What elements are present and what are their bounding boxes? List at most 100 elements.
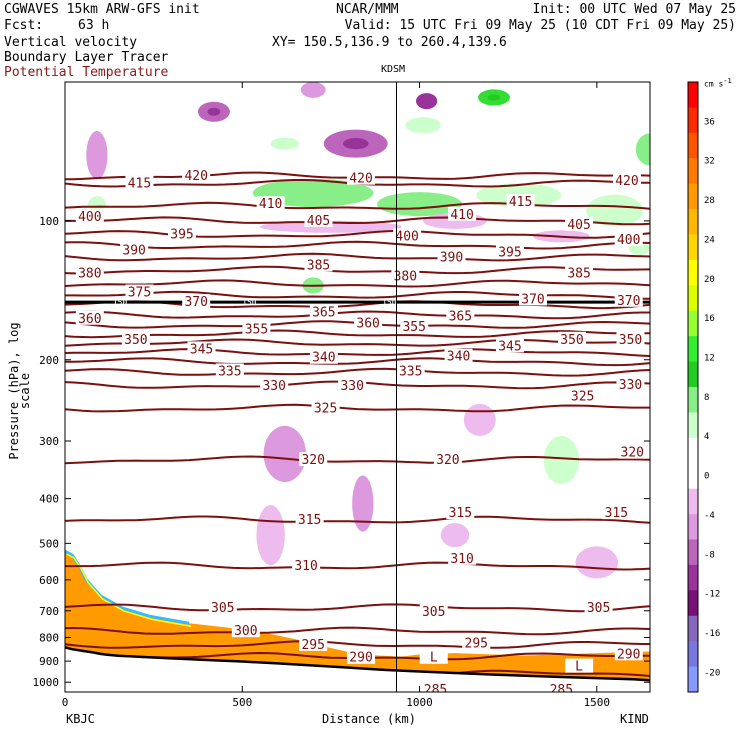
colorbar-swatch <box>688 488 698 515</box>
colorbar-swatch <box>688 514 698 540</box>
theta-label: 320 <box>621 446 644 461</box>
colorbar-swatch <box>688 234 698 261</box>
colorbar-label: 4 <box>704 432 709 442</box>
y-tick-label: 400 <box>39 493 59 506</box>
theta-label-bg <box>547 682 576 692</box>
theta-label: 400 <box>617 233 640 248</box>
theta-label: 355 <box>245 323 268 338</box>
theta-label: 325 <box>571 389 594 404</box>
theta-contour <box>65 455 650 465</box>
theta-label: 375 <box>128 286 151 301</box>
theta-label-bg <box>182 168 211 183</box>
theta-label-bg <box>519 291 547 306</box>
theta-label: 290 <box>617 647 640 662</box>
colorbar-label: -8 <box>704 550 715 560</box>
theta-label: 295 <box>301 638 324 653</box>
x-tick-label: 1500 <box>584 696 611 709</box>
contour-labels: 415 420 420 420 410 415 400 405 410 405 395 400 400 3… <box>75 168 647 698</box>
theta-label-bg <box>75 208 104 223</box>
theta-label: 410 <box>259 197 282 212</box>
theta-label: 370 <box>184 295 207 310</box>
y-tick-label: 500 <box>39 537 59 550</box>
theta-label: 320 <box>301 453 324 468</box>
theta-label-bg <box>391 268 420 283</box>
theta-label: 315 <box>449 506 472 521</box>
colorbar-swatch <box>688 310 698 337</box>
theta-label-bg <box>182 294 211 309</box>
colorbar-label: 24 <box>704 235 715 245</box>
theta-label-bg <box>444 348 473 363</box>
station-marker-label: KDSM <box>381 64 406 75</box>
theta-label: 305 <box>587 601 610 616</box>
theta-contour <box>65 603 650 613</box>
theta-contour <box>65 252 650 262</box>
theta-label: 335 <box>399 364 422 379</box>
theta-label: 285 <box>424 683 447 698</box>
theta-label-bg <box>187 341 216 356</box>
forecast-hour: 63 h <box>78 18 110 33</box>
theta-label: 300 <box>234 624 257 639</box>
theta-label-bg <box>565 658 594 673</box>
terrain-fill <box>65 647 650 692</box>
theta-label-bg <box>614 231 643 246</box>
w-region <box>256 505 285 566</box>
theta-label: 345 <box>498 339 521 354</box>
theta-label-bg <box>565 265 594 280</box>
theta-label: 325 <box>314 401 337 416</box>
y-tick-label: 800 <box>39 632 59 645</box>
y-tick-label: 900 <box>39 655 59 668</box>
theta-label-bg <box>602 505 631 520</box>
theta-label: 350 <box>124 333 147 348</box>
theta-label: 405 <box>567 218 590 233</box>
tropopause-label: 150 <box>113 298 128 307</box>
theta-label-bg <box>125 175 154 190</box>
colorbar-swatch <box>688 361 698 388</box>
theta-label: 380 <box>78 266 101 281</box>
colorbar-swatch <box>688 437 698 464</box>
theta-label: 420 <box>349 172 372 187</box>
y-tick-label: 700 <box>39 605 59 618</box>
terrain <box>65 646 650 692</box>
theta-label-bg <box>419 649 448 664</box>
theta-contour <box>65 329 650 339</box>
x-axis-title: Distance (km) <box>322 712 416 726</box>
theta-label-bg <box>396 363 425 378</box>
theta-label: 360 <box>78 312 101 327</box>
theta-label: 350 <box>560 333 583 348</box>
theta-contour <box>65 626 650 636</box>
theta-contour <box>65 515 650 524</box>
y-tick-label: 200 <box>39 354 59 367</box>
theta-label-bg <box>448 550 477 565</box>
colorbar-label: 28 <box>704 196 715 206</box>
theta-label-bg <box>231 623 260 638</box>
theta-label: 340 <box>312 351 335 366</box>
theta-contour <box>65 216 650 226</box>
theta-contour <box>65 265 650 275</box>
theta-contour <box>65 348 650 357</box>
theta-label: 400 <box>395 229 418 244</box>
colorbar-label: -20 <box>704 668 720 678</box>
theta-label: 365 <box>449 309 472 324</box>
theta-label-bg <box>614 646 643 661</box>
theta-label: 385 <box>567 266 590 281</box>
colorbar-units-exp: -1 <box>723 77 732 85</box>
theta-contour <box>65 640 650 649</box>
theta-label-bg <box>558 331 586 346</box>
theta-label: 370 <box>521 292 544 307</box>
theta-contour <box>65 201 650 210</box>
theta-label: 410 <box>450 208 473 223</box>
theta-label-bg <box>295 511 324 526</box>
colorbar-label: 8 <box>704 393 709 403</box>
theta-label-bg <box>618 444 647 459</box>
theta-label: 385 <box>307 259 330 274</box>
field-boundary-layer-tracer: Boundary Layer Tracer <box>4 50 169 65</box>
theta-label: 310 <box>450 552 473 567</box>
theta-label: 345 <box>190 342 213 357</box>
theta-label: 390 <box>440 250 463 265</box>
colorbar-swatch <box>688 209 698 235</box>
theta-label-bg <box>568 388 597 403</box>
pbl-edge-yellow <box>66 553 192 627</box>
theta-label: 330 <box>262 379 285 394</box>
theta-label-bg <box>616 331 645 346</box>
theta-label-bg <box>614 292 643 307</box>
